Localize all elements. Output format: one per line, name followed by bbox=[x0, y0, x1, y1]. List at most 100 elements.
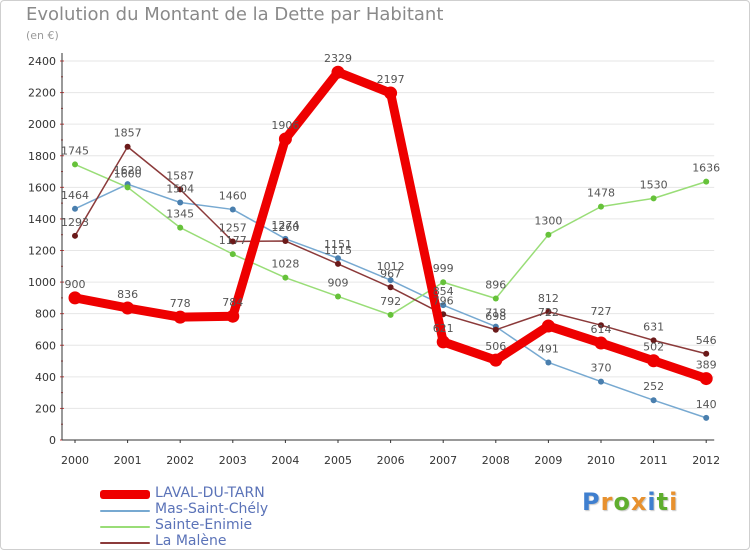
logo-letter: i bbox=[669, 488, 679, 516]
x-tick-label: 2003 bbox=[219, 454, 247, 467]
data-point bbox=[278, 132, 292, 146]
legend-label: Sainte-Enimie bbox=[155, 517, 253, 533]
data-point bbox=[177, 186, 184, 193]
x-tick-label: 2004 bbox=[271, 454, 299, 467]
logo-letter: t bbox=[656, 488, 670, 516]
data-label: 1293 bbox=[61, 216, 89, 229]
data-point bbox=[229, 206, 236, 213]
data-point bbox=[387, 311, 394, 318]
data-point bbox=[598, 203, 604, 210]
logo-letter: i bbox=[647, 488, 657, 516]
data-label: 784 bbox=[222, 296, 243, 309]
data-label: 909 bbox=[328, 276, 349, 289]
x-tick-label: 2002 bbox=[166, 454, 194, 467]
data-point bbox=[387, 284, 394, 291]
data-label: 698 bbox=[485, 310, 506, 323]
data-label: 1177 bbox=[219, 234, 247, 247]
y-tick-label: 200 bbox=[35, 402, 56, 415]
data-point bbox=[492, 295, 499, 302]
data-label: 796 bbox=[433, 294, 454, 307]
legend-label: Mas-Saint-Chély bbox=[155, 501, 269, 517]
x-tick-label: 2005 bbox=[324, 454, 352, 467]
y-tick-label: 2000 bbox=[28, 118, 56, 131]
data-label: 621 bbox=[433, 322, 454, 335]
data-point bbox=[177, 199, 184, 206]
data-label: 1012 bbox=[377, 260, 405, 273]
data-label: 836 bbox=[117, 288, 138, 301]
data-point bbox=[650, 337, 657, 344]
data-label: 1478 bbox=[587, 187, 615, 200]
legend-swatch bbox=[100, 542, 150, 544]
data-point bbox=[440, 302, 447, 309]
logo-letter: o bbox=[613, 488, 631, 516]
series-line bbox=[70, 67, 711, 384]
proxiti-logo: Proxiti bbox=[582, 488, 678, 516]
data-label: 1300 bbox=[534, 215, 562, 228]
data-label: 140 bbox=[696, 398, 717, 411]
data-point bbox=[72, 232, 78, 239]
data-point bbox=[335, 260, 341, 267]
data-label: 778 bbox=[170, 297, 191, 310]
data-point bbox=[229, 238, 236, 245]
data-label: 1274 bbox=[271, 219, 299, 232]
legend-swatch bbox=[100, 526, 150, 528]
y-tick-label: 800 bbox=[35, 308, 56, 321]
legend-swatch bbox=[100, 490, 150, 499]
data-label: 370 bbox=[591, 362, 612, 375]
data-label: 1151 bbox=[324, 238, 352, 251]
data-point bbox=[598, 378, 604, 385]
data-label: 502 bbox=[643, 341, 664, 354]
data-label: 1464 bbox=[61, 189, 89, 202]
data-label: 491 bbox=[538, 342, 559, 355]
data-label: 1636 bbox=[692, 162, 720, 175]
y-tick-label: 1000 bbox=[28, 276, 56, 289]
y-tick-label: 1800 bbox=[28, 150, 56, 163]
logo-letter: x bbox=[630, 488, 648, 516]
x-tick-label: 2000 bbox=[61, 454, 89, 467]
legend-label: LAVAL-DU-TARN bbox=[155, 485, 265, 501]
data-label: 252 bbox=[643, 380, 664, 393]
chart-title: Evolution du Montant de la Dette par Hab… bbox=[26, 4, 444, 25]
y-tick-label: 1400 bbox=[28, 213, 56, 226]
data-label: 546 bbox=[696, 334, 717, 347]
data-label: 967 bbox=[380, 267, 401, 280]
data-label: 631 bbox=[643, 320, 664, 333]
data-point bbox=[387, 277, 394, 284]
x-tick-label: 2006 bbox=[377, 454, 405, 467]
x-tick-label: 2007 bbox=[429, 454, 457, 467]
data-label: 1620 bbox=[114, 164, 142, 177]
data-point bbox=[282, 238, 289, 245]
data-point bbox=[650, 397, 657, 404]
y-tick-label: 400 bbox=[35, 371, 56, 384]
data-label: 854 bbox=[433, 285, 454, 298]
data-point bbox=[124, 143, 131, 150]
data-point bbox=[650, 195, 657, 202]
data-label: 1504 bbox=[166, 182, 194, 195]
legend-label: La Malène bbox=[155, 533, 227, 549]
data-point bbox=[703, 178, 710, 185]
x-tick-label: 2010 bbox=[587, 454, 615, 467]
data-point bbox=[545, 359, 552, 366]
y-tick-label: 1200 bbox=[28, 245, 56, 258]
x-tick-label: 2001 bbox=[114, 454, 142, 467]
data-label: 896 bbox=[485, 279, 506, 292]
data-point bbox=[68, 291, 82, 305]
data-point bbox=[436, 335, 450, 349]
data-label: 900 bbox=[65, 278, 86, 291]
data-point bbox=[545, 231, 552, 238]
data-point bbox=[72, 161, 78, 168]
data-label: 1460 bbox=[219, 189, 247, 202]
y-tick-label: 0 bbox=[49, 434, 56, 447]
data-label: 1857 bbox=[114, 127, 142, 140]
data-point bbox=[699, 372, 713, 386]
data-point bbox=[124, 184, 131, 191]
data-label: 1260 bbox=[271, 221, 299, 234]
data-label: 614 bbox=[591, 323, 612, 336]
x-tick-label: 2009 bbox=[534, 454, 562, 467]
data-point bbox=[331, 65, 345, 79]
y-tick-label: 2200 bbox=[28, 87, 56, 100]
data-label: 1587 bbox=[166, 169, 194, 182]
data-point bbox=[492, 326, 499, 333]
data-label: 1600 bbox=[114, 167, 142, 180]
